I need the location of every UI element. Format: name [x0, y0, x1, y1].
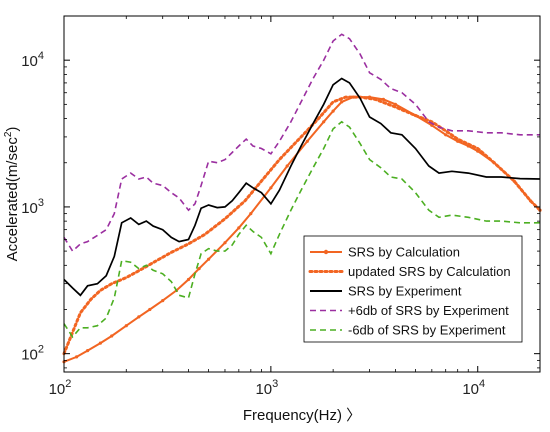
series-line-1: [62, 95, 542, 356]
series-point-0-12: [207, 257, 211, 261]
legend-items: SRS by Calculation updated SRS by Calcula…: [308, 245, 511, 338]
series-point-0-28: [444, 133, 448, 137]
series-point-0-13: [223, 241, 227, 245]
series-point-0-6: [137, 315, 141, 319]
series-point-0-3: [98, 341, 102, 345]
y-axis-label-superscript: 2: [3, 131, 14, 137]
y-tick-label-2: 104: [21, 50, 44, 70]
series-point-0-10: [186, 277, 191, 282]
series-line-2: [63, 77, 541, 297]
series-point-0-7: [148, 307, 152, 312]
legend-marker-0: [323, 249, 329, 255]
legend-label-2: SRS by Experiment: [348, 284, 462, 299]
series-point-0-1: [75, 355, 79, 359]
series-point-0-5: [124, 324, 128, 328]
series-point-0-15: [249, 212, 253, 216]
y-tick-label-1: 103: [21, 197, 44, 217]
legend-box: [303, 235, 523, 343]
series-point-0-16: [269, 186, 273, 190]
plot-frame: [63, 15, 541, 373]
ticks-layer: 102 103 104 102 103 104: [21, 16, 540, 398]
y-axis-label-end: ): [4, 127, 21, 132]
series-point-0-17: [285, 164, 289, 168]
series-point-0-14: [237, 226, 241, 230]
y-axis-label: Accelerated(m/sec2): [3, 127, 21, 262]
legend-label-3: +6db of SRS by Experiment: [348, 303, 509, 318]
series-layer: [62, 33, 542, 364]
x-axis-label: Frequency(Hz) 〉: [243, 407, 361, 424]
legend-label-1: updated SRS by Calculation: [348, 264, 511, 279]
x-tick-label-2: 104: [462, 378, 485, 398]
legend-label-0: SRS by Calculation: [348, 245, 460, 260]
series-line-3: [63, 33, 540, 253]
series-point-0-21: [340, 100, 344, 104]
y-axis-label-main: Accelerated(m/sec: [4, 137, 21, 262]
legend: SRS by Calculation updated SRS by Calcula…: [303, 235, 523, 343]
y-tick-label-0: 102: [21, 344, 44, 364]
series-point-0-8: [161, 299, 165, 303]
series-line-4: [63, 120, 540, 339]
series-point-0-24: [381, 97, 385, 101]
x-tick-label-0: 102: [49, 378, 72, 398]
x-tick-label-1: 103: [255, 378, 278, 398]
series-point-0-4: [110, 334, 114, 338]
series-point-0-20: [331, 109, 335, 113]
legend-label-4: -6db of SRS by Experiment: [348, 323, 506, 338]
series-point-0-2: [86, 349, 90, 353]
series-point-0-19: [322, 120, 326, 124]
series-point-0-11: [197, 267, 201, 271]
series-point-0-18: [305, 139, 309, 143]
